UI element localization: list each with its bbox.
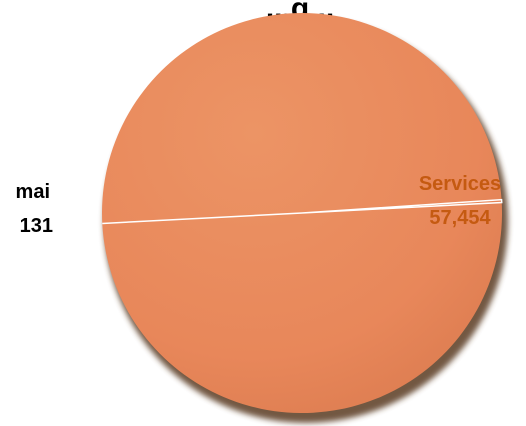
slice-value-mai: 131 xyxy=(20,215,53,237)
slice-label-mai: mai xyxy=(16,181,50,203)
slice-separator xyxy=(102,212,303,225)
pie-slice-mai xyxy=(301,198,503,214)
pie-slices xyxy=(102,13,503,414)
slice-label-services: Services xyxy=(419,173,501,195)
slice-value-services: 57,454 xyxy=(429,207,491,229)
